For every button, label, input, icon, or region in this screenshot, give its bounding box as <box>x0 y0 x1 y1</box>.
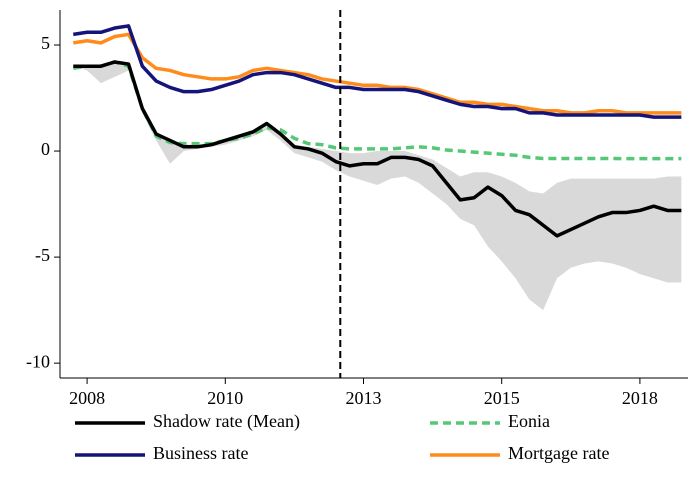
series-line <box>73 32 682 115</box>
legend-label: Eonia <box>508 411 550 431</box>
legend-label: Shadow rate (Mean) <box>153 411 300 432</box>
x-tick-label: 2013 <box>345 388 381 408</box>
x-tick-label: 2008 <box>69 388 105 408</box>
y-tick-label: 0 <box>41 139 50 159</box>
x-tick-label: 2010 <box>207 388 243 408</box>
range-band <box>73 61 682 311</box>
y-tick-label: -10 <box>26 351 50 371</box>
y-tick-label: -5 <box>35 245 50 265</box>
series-line <box>73 60 682 161</box>
series-line <box>73 60 682 238</box>
series-line <box>73 24 682 119</box>
legend-label: Mortgage rate <box>508 443 609 463</box>
x-tick-label: 2018 <box>622 388 658 408</box>
legend-label: Business rate <box>153 443 248 463</box>
x-tick-label: 2015 <box>484 388 520 408</box>
y-tick-label: 5 <box>41 33 50 53</box>
